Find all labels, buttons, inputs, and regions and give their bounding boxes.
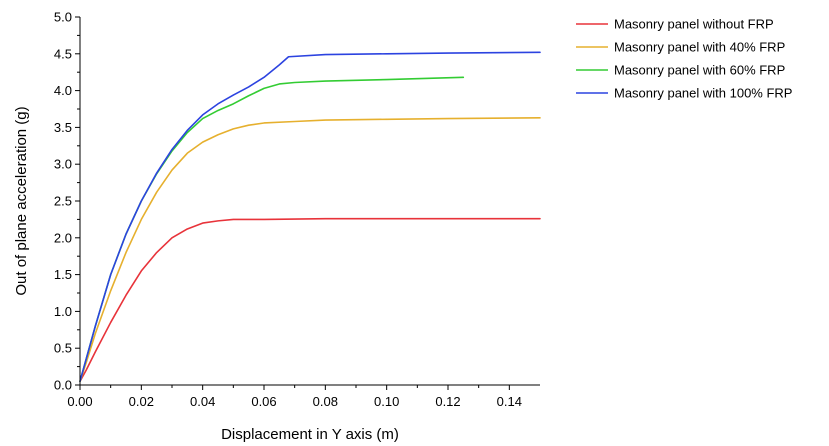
- x-tick-label: 0.10: [374, 394, 399, 409]
- y-tick-label: 3.5: [54, 120, 72, 135]
- x-axis-title: Displacement in Y axis (m): [221, 426, 399, 443]
- y-axis: 0.0 0.5 1.0 1.5 2.0 2.5 3.0 3.5 4.0 4.5 5.0: [54, 10, 80, 393]
- y-tick-label: 0.0: [54, 378, 72, 393]
- legend-label-1: Masonry panel without FRP: [614, 17, 774, 32]
- y-axis-title: Out of plane acceleration (g): [13, 106, 30, 295]
- x-axis: 0.00 0.02 0.04 0.06 0.08 0.10 0.12 0.14: [67, 385, 522, 409]
- x-tick-label: 0.08: [313, 394, 338, 409]
- plot-area: [79, 17, 541, 386]
- series-line-4: [79, 51, 541, 383]
- x-tick-label: 0.02: [129, 394, 154, 409]
- series-line-1: [79, 217, 541, 383]
- x-tick-label: 0.04: [190, 394, 215, 409]
- y-tick-label: 2.0: [54, 230, 72, 245]
- legend-label-4: Masonry panel with 100% FRP: [614, 86, 792, 101]
- x-tick-label: 0.14: [497, 394, 522, 409]
- legend-label-3: Masonry panel with 60% FRP: [614, 63, 785, 78]
- y-tick-label: 3.0: [54, 157, 72, 172]
- y-tick-label: 1.0: [54, 304, 72, 319]
- x-tick-label: 0.12: [435, 394, 460, 409]
- y-tick-label: 2.5: [54, 194, 72, 209]
- y-tick-label: 4.5: [54, 46, 72, 61]
- legend: Masonry panel without FRP Masonry panel w…: [576, 17, 792, 101]
- x-tick-label: 0.00: [67, 394, 92, 409]
- y-tick-label: 1.5: [54, 267, 72, 282]
- y-tick-label: 5.0: [54, 10, 72, 25]
- x-tick-label: 0.06: [251, 394, 276, 409]
- series-line-2: [79, 117, 541, 383]
- y-tick-label: 0.5: [54, 341, 72, 356]
- legend-label-2: Masonry panel with 40% FRP: [614, 40, 785, 55]
- y-tick-label: 4.0: [54, 83, 72, 98]
